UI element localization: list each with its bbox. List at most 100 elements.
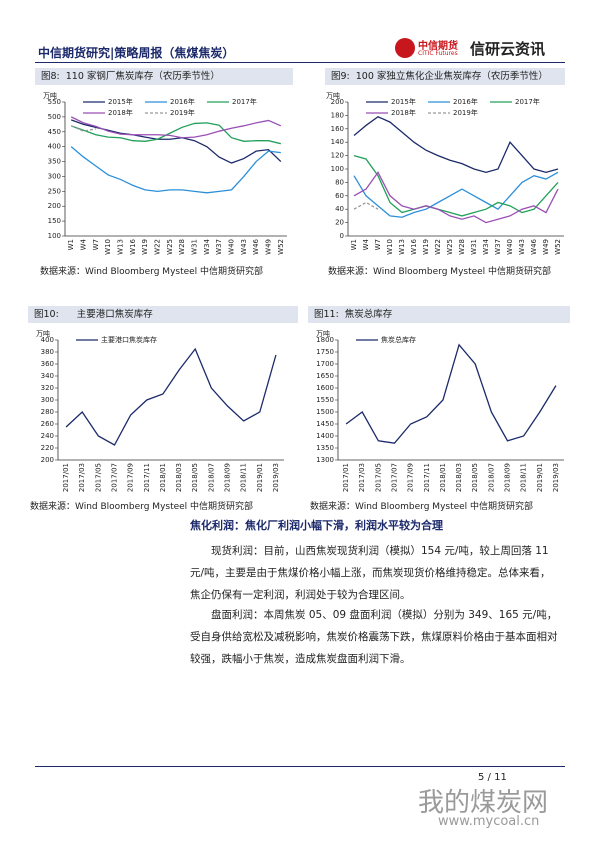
y-tick-label: 1700 [316, 360, 334, 368]
source: 数据来源：Wind Bloomberg Mysteel 中信期货研究部 [310, 502, 534, 512]
figure-label: 图8: [41, 71, 60, 82]
x-tick-label: W13 [117, 239, 125, 255]
x-tick-label: W16 [129, 238, 137, 254]
source: 数据来源：Wind Bloomberg Mysteel 中信期货研究部 [40, 267, 264, 277]
legend-label: 2017年 [515, 97, 540, 106]
y-tick-label: 60 [335, 192, 344, 200]
x-tick-label: 2017/01 [342, 463, 350, 492]
x-tick-label: W52 [554, 239, 562, 255]
legend-label: 2019年 [170, 108, 195, 117]
x-tick-label: 2019/01 [536, 463, 544, 492]
x-tick-label: W43 [518, 239, 526, 255]
figure-title: 图10: 主要港口焦炭库存 [28, 306, 298, 323]
legend-label: 2018年 [108, 108, 133, 117]
legend-label: 2018年 [391, 108, 416, 117]
x-tick-label: 2018/07 [207, 463, 215, 492]
x-tick-label: 2018/05 [471, 463, 479, 492]
y-tick-label: 100 [331, 165, 344, 173]
chart-title: 主要港口焦炭库存 [76, 309, 153, 320]
figure-label: 图11: [314, 309, 339, 320]
y-tick-label: 500 [48, 113, 61, 121]
x-tick-label: W25 [446, 239, 454, 255]
series-line [353, 154, 559, 217]
x-tick-label: 2019/03 [272, 463, 280, 492]
series-line [70, 146, 281, 194]
x-tick-label: W7 [374, 239, 382, 250]
header-rule [35, 62, 565, 63]
y-tick-label: 360 [41, 360, 54, 368]
x-tick-label: W22 [154, 239, 162, 255]
y-tick-label: 350 [48, 158, 61, 166]
y-tick-label: 0 [340, 232, 344, 240]
x-tick-label: 2019/03 [552, 463, 560, 492]
figure-title: 图11: 焦炭总库存 [308, 306, 570, 323]
y-tick-label: 200 [48, 202, 61, 210]
legend-label: 2016年 [170, 97, 195, 106]
y-tick-label: 1450 [316, 420, 334, 428]
y-tick-label: 380 [41, 348, 54, 356]
series-line [353, 201, 379, 210]
y-unit: 万吨 [36, 329, 50, 338]
y-tick-label: 1500 [316, 408, 334, 416]
x-tick-label: W49 [542, 239, 550, 255]
y-tick-label: 200 [41, 456, 54, 464]
x-tick-label: W25 [166, 239, 174, 255]
watermark: 我的煤炭网 [418, 788, 549, 818]
x-tick-label: 2017/07 [111, 463, 119, 492]
x-tick-label: W40 [506, 239, 514, 255]
y-tick-label: 160 [331, 125, 344, 133]
series-line [65, 347, 277, 446]
y-tick-label: 1600 [316, 384, 334, 392]
y-tick-label: 1350 [316, 444, 334, 452]
y-tick-label: 120 [331, 152, 344, 160]
x-tick-label: 2017/07 [391, 463, 399, 492]
x-tick-label: W46 [252, 238, 260, 254]
y-tick-label: 1800 [316, 336, 334, 344]
y-tick-label: 1750 [316, 348, 334, 356]
paragraph: 现货利润：目前，山西焦炭现货利润（模拟）154 元/吨，较上周回落 11 元/吨… [190, 545, 551, 601]
legend-label: 主要港口焦炭库存 [101, 335, 157, 344]
y-tick-label: 40 [335, 205, 344, 213]
legend-label: 2015年 [108, 97, 133, 106]
figure-title: 图9: 100 家独立焦化企业焦炭库存（农历季节性） [325, 68, 565, 85]
chart-title: 110 家钢厂焦炭库存（农历季节性） [65, 71, 220, 82]
x-tick-label: 2017/05 [374, 463, 382, 492]
chart-title: 100 家独立焦化企业焦炭库存（农历季节性） [355, 71, 548, 82]
y-tick-label: 1300 [316, 456, 334, 464]
y-tick-label: 300 [48, 172, 61, 180]
figure-label: 图10: [34, 309, 59, 320]
x-tick-label: 2018/11 [240, 463, 248, 492]
y-tick-label: 400 [41, 336, 54, 344]
y-tick-label: 1550 [316, 396, 334, 404]
y-tick-label: 240 [41, 432, 54, 440]
y-tick-label: 260 [41, 420, 54, 428]
x-tick-label: 2017/11 [143, 463, 151, 492]
figure-title: 图8: 110 家钢厂焦炭库存（农历季节性） [35, 68, 293, 85]
source: 数据来源：Wind Bloomberg Mysteel 中信期货研究部 [30, 502, 254, 512]
x-tick-label: 2018/11 [520, 463, 528, 492]
logo-en: CITIC Futures [418, 50, 458, 57]
series-line [353, 115, 559, 174]
x-tick-label: W16 [410, 238, 418, 254]
chart: 万吨 0 20 40 60 80 100 120 140 160 180 200 W1 W4 W7 W10 W1… [326, 91, 564, 255]
y-unit: 万吨 [326, 91, 340, 100]
x-tick-label: W31 [191, 239, 199, 255]
x-tick-label: 2018/01 [439, 463, 447, 492]
chart: 万吨 100 150 200 250 300 350 400 450 500 550 W1 W4 W7 W1… [43, 91, 287, 255]
chart: 万吨 200 220 240 260 280 300 320 340 360 380 400 2017/… [36, 329, 284, 492]
x-tick-label: 2018/01 [159, 463, 167, 492]
x-tick-label: W13 [398, 239, 406, 255]
y-tick-label: 340 [41, 372, 54, 380]
x-tick-label: 2018/09 [224, 463, 232, 492]
chart: 万吨 1300 1350 1400 1450 1500 1550 1600 1650 1700 17… [316, 329, 564, 492]
x-tick-label: 2017/03 [78, 463, 86, 492]
x-tick-label: W19 [422, 239, 430, 255]
x-tick-label: W1 [67, 239, 75, 250]
x-tick-label: W7 [92, 239, 100, 250]
y-tick-label: 320 [41, 384, 54, 392]
x-tick-label: W34 [203, 238, 211, 254]
logo-cn: 中信期货 [418, 41, 458, 52]
x-tick-label: W40 [228, 239, 236, 255]
source: 数据来源：Wind Bloomberg Mysteel 中信期货研究部 [328, 267, 552, 277]
y-tick-label: 450 [48, 128, 61, 136]
